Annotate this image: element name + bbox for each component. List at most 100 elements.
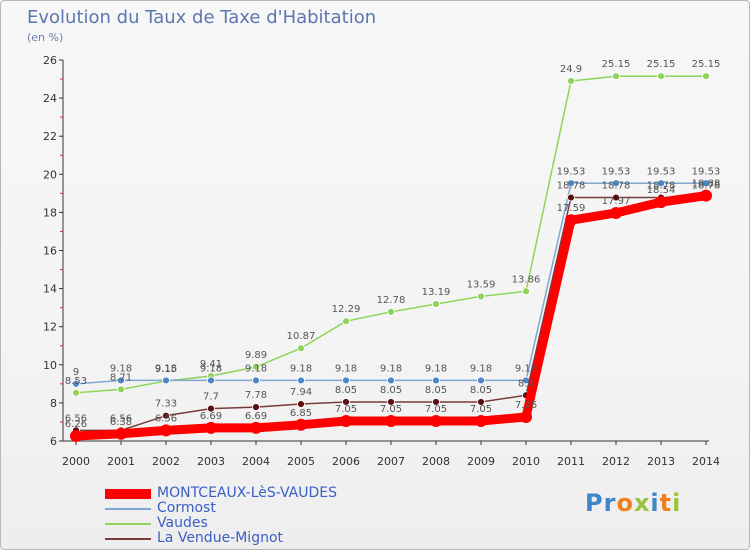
data-point xyxy=(655,196,667,209)
data-point xyxy=(612,72,620,81)
logo-letter: o xyxy=(616,489,634,517)
data-point xyxy=(610,206,622,219)
x-tick-label: 2013 xyxy=(647,455,675,468)
y-tick-label: 12 xyxy=(43,321,57,334)
y-tick-label: 16 xyxy=(43,245,57,258)
data-point xyxy=(657,72,665,81)
logo-letter: P xyxy=(585,489,604,517)
data-point xyxy=(342,398,350,406)
data-label: 12.78 xyxy=(377,295,406,306)
x-tick-label: 2002 xyxy=(152,455,180,468)
data-point xyxy=(162,411,170,420)
x-tick-label: 2007 xyxy=(377,455,405,468)
y-tick-label: 24 xyxy=(43,92,57,105)
data-label: 7.33 xyxy=(155,399,177,410)
data-label: 7.94 xyxy=(290,387,312,398)
data-point xyxy=(567,77,575,85)
data-label: 8.4 xyxy=(518,378,534,389)
data-label: 7.05 xyxy=(380,404,402,415)
data-point xyxy=(477,292,485,301)
legend-label: Vaudes xyxy=(157,515,208,531)
data-label: 8.05 xyxy=(470,385,492,396)
data-point xyxy=(295,418,307,431)
data-point xyxy=(72,388,80,397)
data-label: 18.78 xyxy=(557,181,586,192)
y-tick-label: 6 xyxy=(50,435,57,448)
data-label: 9 xyxy=(73,367,79,378)
data-label: 18.54 xyxy=(647,185,676,196)
data-point xyxy=(385,414,397,427)
data-label: 8.05 xyxy=(425,385,447,396)
legend-swatch xyxy=(105,508,151,510)
data-point xyxy=(387,398,395,406)
legend-swatch xyxy=(105,489,151,499)
data-label: 6.69 xyxy=(200,411,222,422)
logo-letter: i xyxy=(672,489,682,517)
data-label: 6.56 xyxy=(110,413,132,424)
data-point xyxy=(520,410,532,423)
data-label: 19.53 xyxy=(557,166,586,177)
data-point xyxy=(297,400,305,408)
data-label: 9.18 xyxy=(335,363,357,374)
data-point xyxy=(252,376,260,385)
data-label: 17.59 xyxy=(557,203,586,214)
data-label: 7.05 xyxy=(470,404,492,415)
y-tick-label: 8 xyxy=(50,397,57,410)
legend-label: Cormost xyxy=(157,500,216,516)
data-label: 7.26 xyxy=(515,400,537,411)
data-point xyxy=(342,376,350,385)
data-label: 19.53 xyxy=(647,166,676,177)
data-point xyxy=(207,376,215,385)
unit-label: (en %) xyxy=(27,31,64,44)
data-label: 12.29 xyxy=(332,304,361,315)
data-label: 6.26 xyxy=(65,419,87,430)
data-label: 25.15 xyxy=(602,59,631,70)
data-point xyxy=(477,398,485,406)
data-label: 19.53 xyxy=(692,166,721,177)
data-point xyxy=(252,403,260,411)
y-tick-label: 20 xyxy=(43,168,57,181)
data-label: 18.78 xyxy=(692,181,721,192)
data-point xyxy=(700,189,712,202)
chart-title: Evolution du Taux de Taxe d'Habitation xyxy=(27,7,377,28)
legend-label: La Vendue-Mignot xyxy=(157,530,284,546)
x-tick-label: 2014 xyxy=(692,455,720,468)
data-point xyxy=(387,376,395,385)
series-line-vaudes xyxy=(75,75,706,394)
data-label: 9.89 xyxy=(245,350,267,361)
x-tick-label: 2006 xyxy=(332,455,360,468)
data-label: 9.18 xyxy=(155,363,177,374)
data-label: 9.18 xyxy=(380,363,402,374)
y-tick-label: 14 xyxy=(43,283,57,296)
data-label: 9.15 xyxy=(155,364,177,375)
data-point xyxy=(522,287,530,296)
data-label: 17.97 xyxy=(602,196,631,207)
legend-swatch xyxy=(105,523,151,525)
data-point xyxy=(567,179,575,188)
x-tick-label: 2004 xyxy=(242,455,270,468)
x-tick-label: 2011 xyxy=(557,455,585,468)
x-tick-label: 2001 xyxy=(107,455,135,468)
data-label: 13.19 xyxy=(422,287,451,298)
data-label: 6.69 xyxy=(245,411,267,422)
x-tick-label: 2005 xyxy=(287,455,315,468)
data-label: 7.05 xyxy=(425,404,447,415)
data-label: 13.86 xyxy=(512,274,541,285)
x-tick-label: 2003 xyxy=(197,455,225,468)
data-point xyxy=(205,421,217,434)
data-label: 18.78 xyxy=(647,181,676,192)
legend-label: MONTCEAUX-LèS-VAUDES xyxy=(157,485,337,501)
data-point xyxy=(477,376,485,385)
x-tick-label: 2008 xyxy=(422,455,450,468)
data-point xyxy=(475,414,487,427)
data-point xyxy=(340,414,352,427)
y-tick-label: 22 xyxy=(43,130,57,143)
logo-letter: t xyxy=(659,489,673,517)
data-label: 10.87 xyxy=(287,331,316,342)
x-tick-label: 2012 xyxy=(602,455,630,468)
data-point xyxy=(432,300,440,308)
data-label: 7.7 xyxy=(203,392,219,403)
data-point xyxy=(117,385,125,394)
data-label: 7.05 xyxy=(335,404,357,415)
